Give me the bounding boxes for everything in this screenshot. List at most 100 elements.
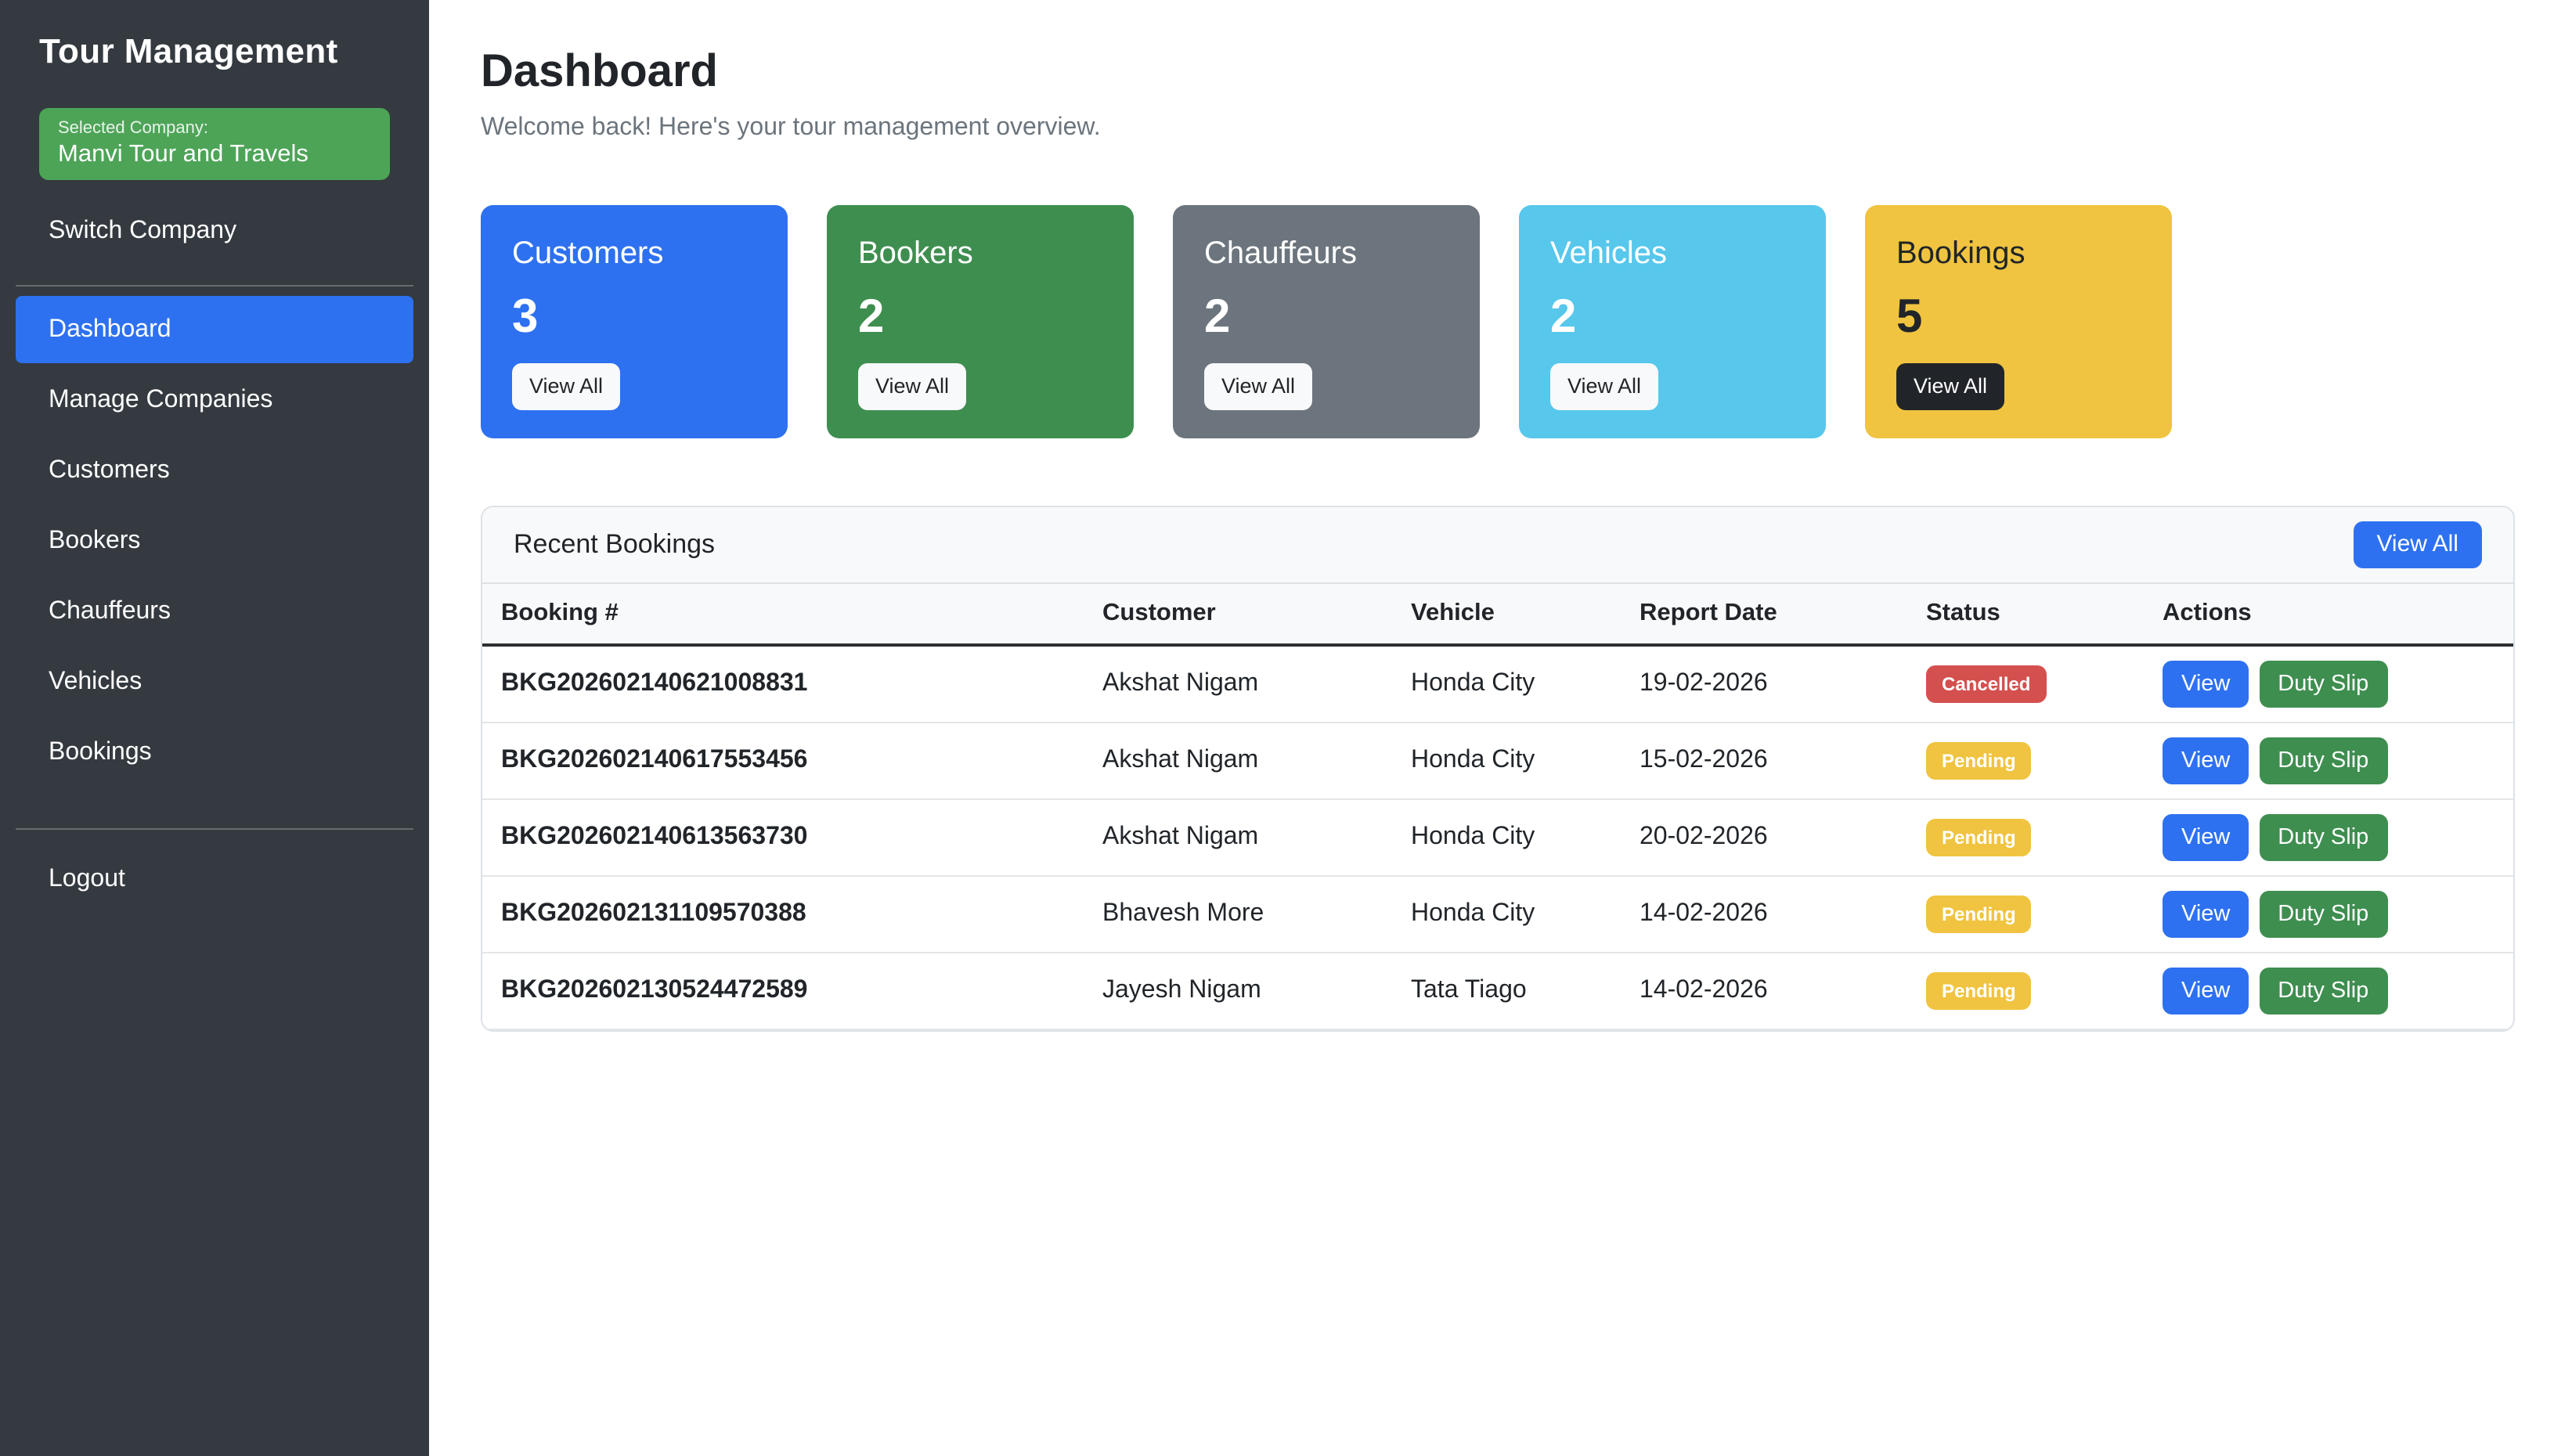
view-button[interactable]: View	[2163, 737, 2249, 784]
status-cell: Cancelled	[1907, 645, 2144, 723]
status-cell: Pending	[1907, 876, 2144, 953]
stat-card-bookers: Bookers 2 View All	[827, 205, 1134, 438]
report-date-cell: 15-02-2026	[1621, 723, 1907, 799]
column-header-actions: Actions	[2144, 584, 2513, 645]
sidebar-item-chauffeurs[interactable]: Chauffeurs	[16, 578, 413, 645]
selected-company-box: Selected Company: Manvi Tour and Travels	[39, 108, 390, 180]
sidebar-item-manage-companies[interactable]: Manage Companies	[16, 366, 413, 434]
sidebar-item-label: Manage Companies	[49, 386, 272, 414]
sidebar-item-vehicles[interactable]: Vehicles	[16, 648, 413, 715]
column-header-customer: Customer	[1084, 584, 1392, 645]
vehicle-cell: Tata Tiago	[1392, 953, 1621, 1029]
view-button[interactable]: View	[2163, 814, 2249, 861]
stat-card-value: 2	[1550, 294, 1576, 341]
recent-bookings-header: Recent Bookings View All	[482, 507, 2513, 584]
page-subtitle: Welcome back! Here's your tour managemen…	[481, 113, 2515, 142]
sidebar-item-customers[interactable]: Customers	[16, 437, 413, 504]
booking-number-cell: BKG202602140613563730	[482, 799, 1084, 876]
actions-cell: View Duty Slip	[2144, 799, 2513, 876]
sidebar-item-label: Customers	[49, 456, 170, 485]
logout-link[interactable]: Logout	[16, 845, 413, 913]
report-date-cell: 14-02-2026	[1621, 876, 1907, 953]
status-badge: Pending	[1926, 819, 2032, 856]
booking-table-row: BKG202602130524472589 Jayesh Nigam Tata …	[482, 953, 2513, 1029]
column-header-vehicle: Vehicle	[1392, 584, 1621, 645]
customer-cell: Akshat Nigam	[1084, 723, 1392, 799]
main-content: Dashboard Welcome back! Here's your tour…	[429, 0, 2554, 1456]
booking-table-row: BKG202602140617553456 Akshat Nigam Honda…	[482, 723, 2513, 799]
app-window: Tour Management Selected Company: Manvi …	[0, 0, 2554, 1456]
stat-card-view-all-button[interactable]: View All	[858, 363, 966, 410]
sidebar-item-label: Dashboard	[49, 315, 171, 344]
status-cell: Pending	[1907, 953, 2144, 1029]
stat-card-view-all-button[interactable]: View All	[1550, 363, 1658, 410]
actions-cell: View Duty Slip	[2144, 723, 2513, 799]
stat-card-view-all-button[interactable]: View All	[512, 363, 620, 410]
duty-slip-button[interactable]: Duty Slip	[2259, 737, 2387, 784]
stat-card-value: 2	[1204, 294, 1230, 341]
recent-bookings-title: Recent Bookings	[514, 528, 715, 562]
sidebar-divider-bottom	[16, 828, 413, 830]
column-header-status: Status	[1907, 584, 2144, 645]
booking-table-row: BKG202602140613563730 Akshat Nigam Honda…	[482, 799, 2513, 876]
stat-card-vehicles: Vehicles 2 View All	[1519, 205, 1826, 438]
view-button[interactable]: View	[2163, 661, 2249, 708]
sidebar-nav: Dashboard Manage Companies Customers Booker…	[0, 296, 429, 789]
sidebar: Tour Management Selected Company: Manvi …	[0, 0, 429, 1456]
booking-number-cell: BKG202602131109570388	[482, 876, 1084, 953]
sidebar-item-dashboard[interactable]: Dashboard	[16, 296, 413, 363]
duty-slip-button[interactable]: Duty Slip	[2259, 814, 2387, 861]
sidebar-item-bookers[interactable]: Bookers	[16, 507, 413, 575]
switch-company-link[interactable]: Switch Company	[0, 218, 429, 246]
customer-cell: Jayesh Nigam	[1084, 953, 1392, 1029]
sidebar-item-label: Chauffeurs	[49, 597, 171, 625]
customer-cell: Akshat Nigam	[1084, 645, 1392, 723]
stat-card-view-all-button[interactable]: View All	[1896, 363, 2004, 410]
actions-cell: View Duty Slip	[2144, 645, 2513, 723]
customer-cell: Bhavesh More	[1084, 876, 1392, 953]
duty-slip-button[interactable]: Duty Slip	[2259, 661, 2387, 708]
vehicle-cell: Honda City	[1392, 876, 1621, 953]
booking-number-cell: BKG202602130524472589	[482, 953, 1084, 1029]
status-cell: Pending	[1907, 723, 2144, 799]
stat-card-label: Vehicles	[1550, 235, 1667, 272]
view-button[interactable]: View	[2163, 891, 2249, 938]
status-cell: Pending	[1907, 799, 2144, 876]
vehicle-cell: Honda City	[1392, 799, 1621, 876]
page-title: Dashboard	[481, 44, 2515, 100]
stat-card-value: 2	[858, 294, 884, 341]
sidebar-item-label: Vehicles	[49, 668, 142, 696]
duty-slip-button[interactable]: Duty Slip	[2259, 968, 2387, 1015]
vehicle-cell: Honda City	[1392, 645, 1621, 723]
actions-cell: View Duty Slip	[2144, 876, 2513, 953]
status-badge: Pending	[1926, 896, 2032, 933]
stat-card-chauffeurs: Chauffeurs 2 View All	[1173, 205, 1480, 438]
stat-card-view-all-button[interactable]: View All	[1204, 363, 1312, 410]
stat-card-value: 5	[1896, 294, 1922, 341]
stat-card-value: 3	[512, 294, 538, 341]
recent-bookings-view-all-button[interactable]: View All	[2353, 521, 2482, 568]
stat-cards-row: Customers 3 View All Bookers 2 View All …	[481, 205, 2515, 438]
bookings-table: Booking #CustomerVehicleReport DateStatu…	[482, 584, 2513, 1030]
report-date-cell: 19-02-2026	[1621, 645, 1907, 723]
view-button[interactable]: View	[2163, 968, 2249, 1015]
selected-company-label: Selected Company:	[58, 119, 371, 138]
stat-card-bookings: Bookings 5 View All	[1865, 205, 2172, 438]
recent-bookings-panel: Recent Bookings View All Booking #Custom…	[481, 506, 2515, 1032]
duty-slip-button[interactable]: Duty Slip	[2259, 891, 2387, 938]
booking-number-cell: BKG202602140617553456	[482, 723, 1084, 799]
sidebar-item-label: Bookers	[49, 527, 140, 555]
stat-card-label: Customers	[512, 235, 663, 272]
customer-cell: Akshat Nigam	[1084, 799, 1392, 876]
booking-number-cell: BKG202602140621008831	[482, 645, 1084, 723]
stat-card-label: Bookers	[858, 235, 973, 272]
status-badge: Pending	[1926, 972, 2032, 1010]
column-header-report-date: Report Date	[1621, 584, 1907, 645]
column-header-booking-: Booking #	[482, 584, 1084, 645]
app-title: Tour Management	[0, 31, 429, 72]
selected-company-name: Manvi Tour and Travels	[58, 141, 371, 169]
sidebar-item-bookings[interactable]: Bookings	[16, 719, 413, 786]
booking-table-row: BKG202602140621008831 Akshat Nigam Honda…	[482, 645, 2513, 723]
sidebar-item-label: Bookings	[49, 738, 152, 766]
booking-table-row: BKG202602131109570388 Bhavesh More Honda…	[482, 876, 2513, 953]
